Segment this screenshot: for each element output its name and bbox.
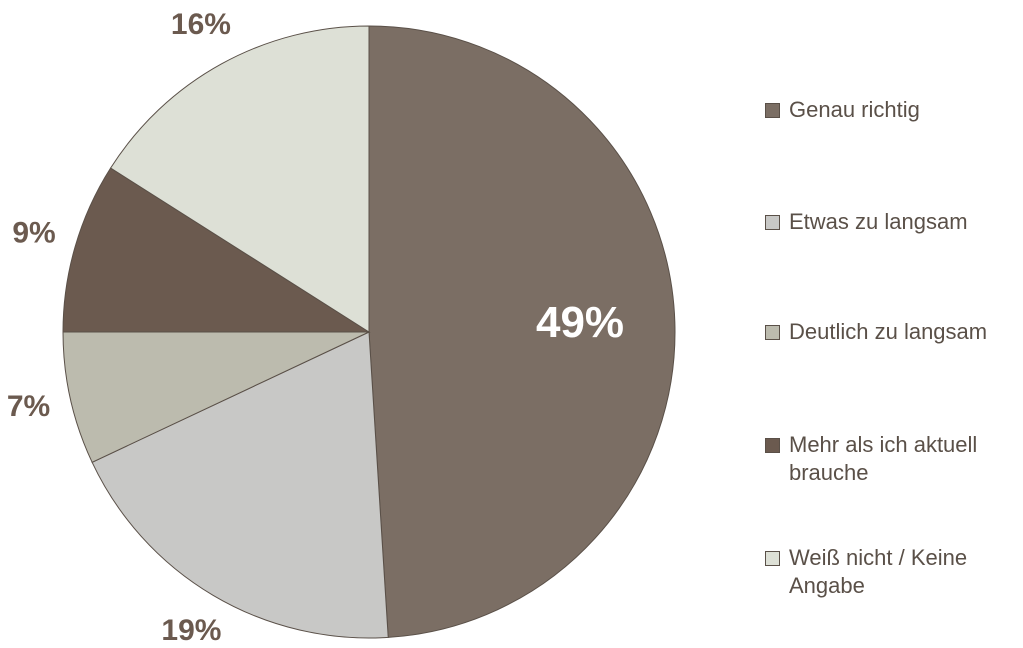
data-label: 19% — [161, 614, 221, 647]
legend-label: Weiß nicht / Keine Angabe — [789, 545, 968, 598]
data-label: 16% — [171, 8, 231, 41]
slice — [62, 331, 370, 463]
legend-label: Deutlich zu langsam — [789, 319, 988, 344]
slice — [368, 25, 676, 638]
legend-swatch — [765, 103, 780, 118]
slice — [91, 331, 389, 639]
legend-swatch — [765, 438, 780, 453]
legend-label: Etwas zu langsam — [789, 209, 968, 234]
legend-swatch — [765, 551, 780, 566]
legend-item: Mehr als ich aktuell brauche — [765, 431, 1020, 487]
data-label: 9% — [12, 217, 55, 250]
legend-item: Weiß nicht / Keine Angabe — [765, 544, 1020, 600]
legend-label: Genau richtig — [789, 97, 920, 122]
legend-item: Etwas zu langsam — [765, 208, 1020, 236]
legend-swatch — [765, 325, 780, 340]
data-label: 49% — [536, 298, 624, 347]
data-label: 7% — [7, 390, 50, 423]
slice — [62, 167, 371, 333]
legend-item: Genau richtig — [765, 96, 1020, 124]
slice — [109, 25, 370, 333]
legend-swatch — [765, 215, 780, 230]
legend-item: Deutlich zu langsam — [765, 318, 1020, 346]
legend-label: Mehr als ich aktuell brauche — [789, 432, 978, 485]
